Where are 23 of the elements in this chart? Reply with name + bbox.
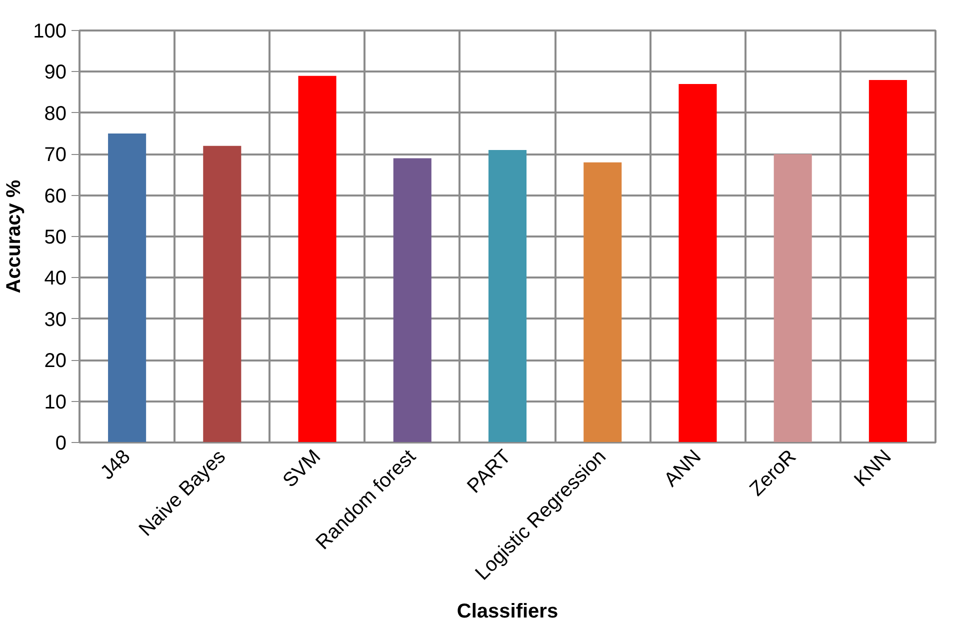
bar <box>488 150 527 442</box>
y-tick-label: 80 <box>44 102 67 125</box>
bar <box>393 158 432 442</box>
bar <box>203 146 242 442</box>
bar <box>678 84 717 442</box>
y-tick-label: 100 <box>33 20 67 42</box>
bar <box>108 134 146 442</box>
bar <box>584 162 622 442</box>
bar <box>298 76 336 442</box>
y-tick-label: 70 <box>44 144 67 166</box>
y-tick-label: 90 <box>44 62 67 84</box>
y-tick-label: 30 <box>44 308 67 331</box>
x-tick-label: J48 <box>96 446 135 484</box>
y-axis-title: Accuracy % <box>3 180 26 294</box>
y-tick-label: 40 <box>44 268 67 290</box>
y-tick-label: 0 <box>55 432 66 454</box>
bar <box>774 154 812 442</box>
y-tick-label: 20 <box>44 350 67 372</box>
y-tick-label: 60 <box>44 185 67 208</box>
x-axis-title: Classifiers <box>456 600 558 622</box>
y-tick-label: 10 <box>44 391 67 414</box>
y-tick-label: 50 <box>44 226 67 248</box>
bar <box>868 80 907 442</box>
